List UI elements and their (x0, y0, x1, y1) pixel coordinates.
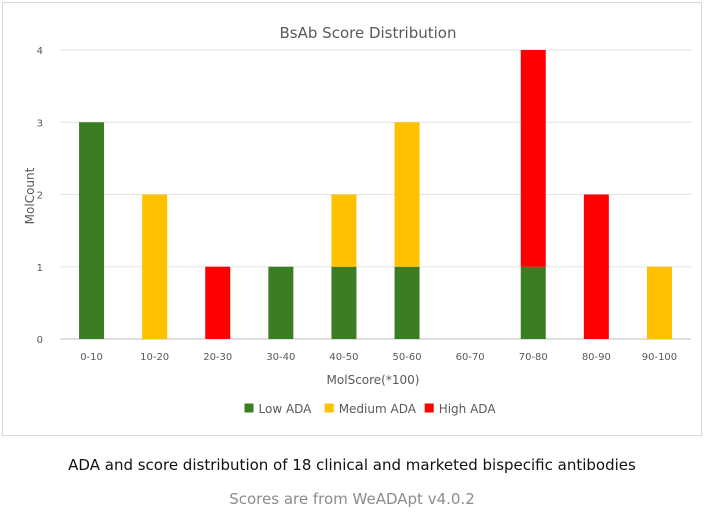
bar-chart: BsAb Score Distribution 0 1 2 3 4 0-10 10-20 2… (23, 24, 691, 416)
x-tick-label: 90-100 (642, 352, 677, 363)
figure-subcaption: Scores are from WeADApt v4.0.2 (229, 490, 475, 508)
bar-segment (268, 266, 294, 339)
x-tick-label: 40-50 (329, 352, 358, 363)
x-axis-label: MolScore(*100) (327, 373, 420, 387)
chart-title: BsAb Score Distribution (280, 24, 457, 42)
bar-segment (646, 266, 672, 339)
y-axis-label: MolCount (23, 167, 37, 224)
bar-segment (394, 122, 420, 267)
x-tick-label: 50-60 (393, 352, 422, 363)
legend-swatch (244, 403, 254, 413)
bar-segment (79, 122, 105, 339)
y-tick-label: 4 (37, 46, 43, 57)
legend-swatch (324, 403, 334, 413)
bar-segment (331, 194, 357, 267)
legend: Low ADA Medium ADA High ADA (244, 402, 497, 416)
chart-frame: BsAb Score Distribution 0 1 2 3 4 0-10 10-20 2… (2, 2, 702, 436)
bar-segment (142, 194, 168, 339)
x-tick-label: 60-70 (456, 352, 485, 363)
x-tick-label: 80-90 (582, 352, 611, 363)
bar-segment (394, 266, 420, 339)
x-tick-label: 30-40 (266, 352, 295, 363)
bar-segment (205, 266, 231, 339)
bar-segment (583, 194, 609, 339)
bars (79, 50, 672, 339)
x-tick-label: 10-20 (140, 352, 169, 363)
x-tick-label: 0-10 (80, 352, 103, 363)
legend-swatch (424, 403, 434, 413)
figure-caption: ADA and score distribution of 18 clinica… (68, 456, 636, 474)
x-tick-label: 70-80 (519, 352, 548, 363)
bar-segment (520, 266, 546, 339)
y-tick-labels: 0 1 2 3 4 (37, 46, 43, 346)
bar-segment (331, 266, 357, 339)
x-tick-label: 20-30 (203, 352, 232, 363)
legend-label: Low ADA (259, 402, 313, 416)
x-tick-labels: 0-10 10-20 20-30 30-40 40-50 50-60 60-70 70-80 8… (80, 352, 677, 363)
y-tick-label: 3 (37, 118, 43, 129)
y-tick-label: 0 (37, 335, 43, 346)
legend-label: Medium ADA (339, 402, 417, 416)
y-tick-label: 2 (37, 191, 43, 202)
y-tick-label: 1 (37, 263, 43, 274)
legend-label: High ADA (439, 402, 497, 416)
bar-segment (520, 50, 546, 267)
